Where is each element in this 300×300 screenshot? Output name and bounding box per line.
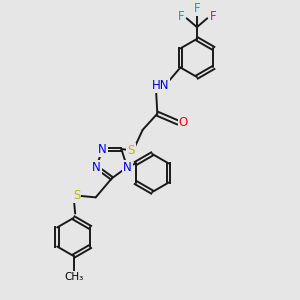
- Text: N: N: [123, 160, 132, 174]
- Text: S: S: [73, 189, 80, 203]
- Text: O: O: [178, 116, 188, 129]
- Text: S: S: [127, 144, 135, 157]
- Text: F: F: [178, 11, 184, 23]
- Text: N: N: [92, 160, 101, 174]
- Text: CH₃: CH₃: [64, 272, 83, 282]
- Text: F: F: [194, 2, 200, 15]
- Text: HN: HN: [152, 79, 169, 92]
- Text: F: F: [210, 11, 216, 23]
- Text: N: N: [98, 142, 107, 156]
